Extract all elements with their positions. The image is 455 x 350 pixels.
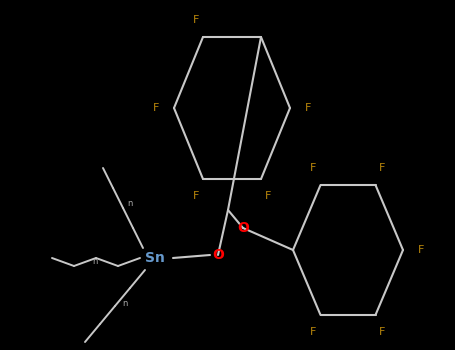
Text: F: F bbox=[305, 103, 311, 113]
Text: F: F bbox=[193, 15, 199, 25]
Text: F: F bbox=[418, 245, 424, 255]
Text: F: F bbox=[379, 327, 386, 337]
Text: n: n bbox=[127, 198, 133, 208]
Text: Sn: Sn bbox=[145, 251, 165, 265]
Text: n: n bbox=[92, 257, 98, 266]
Text: O: O bbox=[237, 221, 249, 235]
Text: F: F bbox=[310, 163, 317, 174]
Text: F: F bbox=[153, 103, 159, 113]
Text: n: n bbox=[122, 299, 128, 308]
Text: F: F bbox=[265, 191, 271, 201]
Text: F: F bbox=[379, 163, 386, 174]
Text: F: F bbox=[310, 327, 317, 337]
Text: O: O bbox=[212, 248, 224, 262]
Text: F: F bbox=[193, 191, 199, 201]
